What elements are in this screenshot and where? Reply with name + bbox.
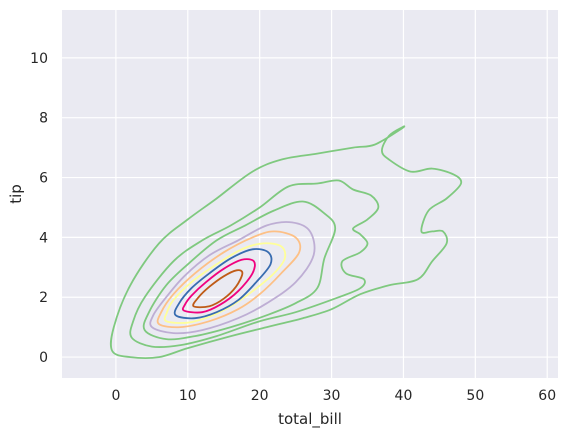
y-tick-label: 4: [39, 230, 48, 246]
grid-lines: [62, 10, 558, 378]
contour-line-level-1: [109, 125, 463, 359]
y-tick-label: 2: [39, 290, 48, 306]
contour-line-level-2: [129, 179, 380, 349]
plot-background: [62, 10, 558, 378]
x-tick-label: 10: [179, 388, 197, 404]
x-axis-label: total_bill: [278, 410, 342, 429]
contour-line-level-3: [142, 200, 337, 341]
contour-line-level-9: [192, 269, 244, 309]
contour-line-level-5: [156, 230, 302, 329]
y-tick-label: 8: [39, 111, 48, 127]
contour-levels: [109, 125, 463, 359]
y-tick-label: 10: [30, 51, 48, 67]
y-axis-label: tip: [7, 184, 25, 204]
x-tick-label: 40: [395, 388, 413, 404]
x-tick-label: 60: [538, 388, 556, 404]
y-tick-label: 0: [39, 350, 48, 366]
y-tick-label: 6: [39, 171, 48, 187]
contour-line-level-7: [173, 248, 273, 320]
contour-line-level-6: [163, 242, 287, 324]
y-tick-labels: 0 2 4 6 8 10: [30, 51, 48, 366]
contour-line-level-8: [181, 258, 256, 314]
x-tick-labels: 0 10 20 30 40 50 60: [111, 388, 556, 404]
x-tick-label: 0: [111, 388, 120, 404]
x-tick-label: 20: [251, 388, 269, 404]
x-tick-label: 30: [323, 388, 341, 404]
x-tick-label: 50: [466, 388, 484, 404]
contour-line-level-4: [149, 221, 316, 335]
